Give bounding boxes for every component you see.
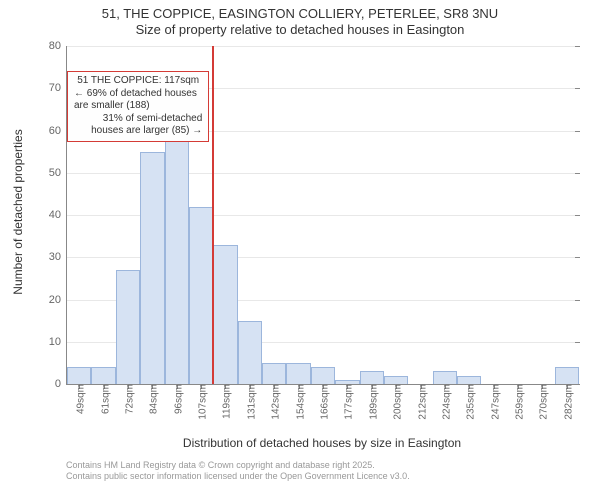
bar <box>457 376 481 384</box>
x-tick-label: 84sqm <box>145 384 160 414</box>
y-tick-label: 40 <box>49 209 67 221</box>
y-axis-label: Number of detached properties <box>11 112 25 312</box>
bar <box>140 152 164 384</box>
y-tick-label: 30 <box>49 251 67 263</box>
x-axis-label: Distribution of detached houses by size … <box>66 436 578 450</box>
annotation-line-3: 31% of semi-detached houses are larger (… <box>74 113 202 138</box>
y-tick-mark <box>575 215 580 216</box>
y-tick-label: 0 <box>55 378 67 390</box>
bar <box>91 367 115 384</box>
bar <box>286 363 310 384</box>
title-line-2: Size of property relative to detached ho… <box>0 22 600 38</box>
x-tick-label: 142sqm <box>267 384 282 420</box>
bar <box>384 376 408 384</box>
chart-title: 51, THE COPPICE, EASINGTON COLLIERY, PET… <box>0 6 600 37</box>
x-tick-label: 119sqm <box>218 384 233 419</box>
x-tick-label: 212sqm <box>413 384 428 420</box>
y-tick-label: 70 <box>49 82 67 94</box>
x-tick-label: 282sqm <box>559 384 574 420</box>
x-tick-label: 177sqm <box>340 384 355 420</box>
x-tick-label: 131sqm <box>242 384 257 420</box>
bar <box>311 367 335 384</box>
x-tick-label: 235sqm <box>462 384 477 420</box>
footnote-line-2: Contains public sector information licen… <box>66 471 410 482</box>
y-tick-label: 80 <box>49 40 67 52</box>
x-tick-label: 96sqm <box>169 384 184 414</box>
y-tick-label: 10 <box>49 336 67 348</box>
y-tick-mark <box>575 300 580 301</box>
title-line-1: 51, THE COPPICE, EASINGTON COLLIERY, PET… <box>0 6 600 22</box>
y-tick-mark <box>575 46 580 47</box>
footnote: Contains HM Land Registry data © Crown c… <box>66 460 410 483</box>
x-tick-label: 224sqm <box>437 384 452 420</box>
bar <box>238 321 262 384</box>
plot-area: 0102030405060708049sqm61sqm72sqm84sqm96s… <box>66 46 579 385</box>
bar <box>360 371 384 384</box>
footnote-line-1: Contains HM Land Registry data © Crown c… <box>66 460 410 471</box>
y-tick-mark <box>575 342 580 343</box>
x-tick-label: 259sqm <box>511 384 526 420</box>
bar <box>67 367 91 384</box>
x-tick-label: 49sqm <box>72 384 87 414</box>
y-tick-mark <box>575 257 580 258</box>
x-tick-label: 166sqm <box>316 384 331 420</box>
x-tick-label: 247sqm <box>486 384 501 420</box>
y-tick-label: 20 <box>49 294 67 306</box>
annotation-line-1: 51 THE COPPICE: 117sqm <box>74 75 202 88</box>
bar <box>116 270 140 384</box>
y-tick-mark <box>575 173 580 174</box>
x-tick-label: 107sqm <box>194 384 209 420</box>
bar <box>555 367 579 384</box>
y-tick-mark <box>575 131 580 132</box>
bar <box>165 114 189 384</box>
y-tick-mark <box>575 88 580 89</box>
annotation-line-2: ← 69% of detached houses are smaller (18… <box>74 88 202 113</box>
chart-container: 51, THE COPPICE, EASINGTON COLLIERY, PET… <box>0 0 600 500</box>
y-tick-mark <box>575 384 580 385</box>
x-tick-label: 61sqm <box>96 384 111 414</box>
y-tick-label: 50 <box>49 167 67 179</box>
x-tick-label: 270sqm <box>535 384 550 420</box>
x-tick-label: 200sqm <box>389 384 404 420</box>
y-tick-label: 60 <box>49 125 67 137</box>
x-tick-label: 154sqm <box>291 384 306 420</box>
reference-line <box>212 46 214 384</box>
bar <box>433 371 457 384</box>
bar <box>189 207 213 384</box>
bar <box>262 363 286 384</box>
bar <box>213 245 237 384</box>
x-tick-label: 189sqm <box>364 384 379 420</box>
annotation-box: 51 THE COPPICE: 117sqm← 69% of detached … <box>67 71 209 142</box>
gridline <box>67 46 579 47</box>
x-tick-label: 72sqm <box>120 384 135 414</box>
